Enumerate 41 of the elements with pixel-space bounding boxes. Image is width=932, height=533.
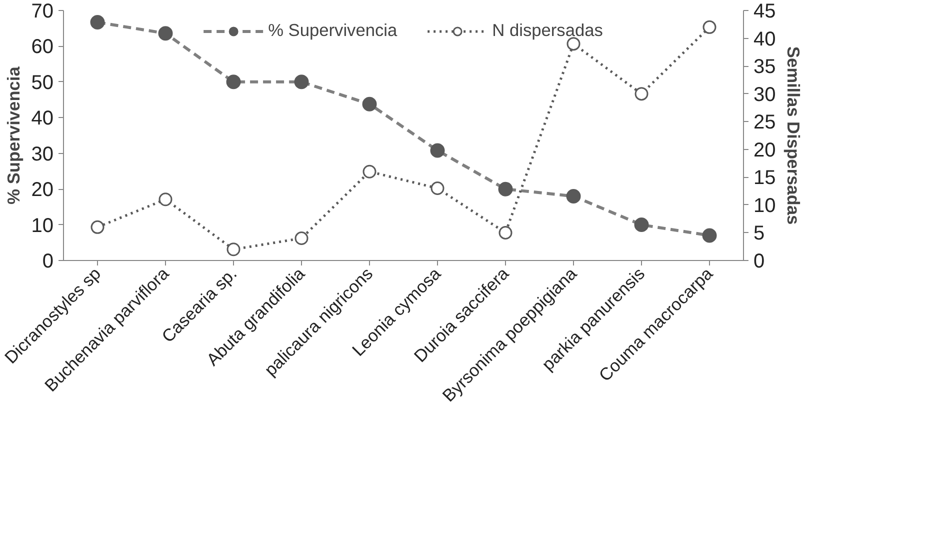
- y-tick-label: 10: [31, 214, 54, 237]
- point: [362, 164, 376, 178]
- y2-tick-label: 10: [754, 194, 776, 217]
- y-tick-label: 20: [31, 179, 54, 202]
- y2-tick-label: 30: [754, 84, 776, 106]
- point: [634, 87, 648, 101]
- y2-tick-label: 0: [754, 250, 765, 272]
- point: [226, 242, 240, 256]
- y2-tick-label: 20: [754, 139, 776, 162]
- y2-tick-label: 5: [754, 222, 765, 245]
- point: [226, 74, 241, 90]
- point: [158, 26, 173, 41]
- y2-tick-label: 45: [754, 0, 776, 22]
- y-tick-label: 0: [42, 250, 54, 272]
- y2-tick-label: 25: [754, 112, 776, 134]
- point: [294, 74, 309, 90]
- y2-tick-label: 15: [754, 167, 776, 190]
- y-tick-label: 70: [31, 0, 54, 22]
- point: [498, 182, 513, 196]
- point: [294, 232, 308, 246]
- y-tick-label: 50: [31, 72, 54, 94]
- point: [566, 188, 581, 204]
- point: [702, 228, 717, 243]
- point: [702, 20, 716, 34]
- y-tick-label: 40: [31, 108, 54, 130]
- y-tick-label: 60: [31, 36, 54, 58]
- point: [90, 220, 104, 234]
- y2-tick-label: 40: [754, 28, 776, 50]
- y-axis-title: % Supervivencia: [3, 66, 24, 204]
- y-tick-label: 30: [31, 143, 54, 166]
- y2-axis-title: Semillas Dispersadas: [784, 46, 804, 225]
- legend-label: % Supervivencia: [268, 20, 398, 41]
- point: [498, 226, 512, 240]
- legend-label: N dispersadas: [492, 20, 603, 41]
- y2-tick-label: 35: [754, 56, 776, 78]
- point: [430, 182, 444, 196]
- point: [430, 143, 445, 158]
- point: [362, 96, 377, 112]
- point: [634, 218, 649, 232]
- point: [158, 192, 172, 206]
- point: [90, 15, 105, 30]
